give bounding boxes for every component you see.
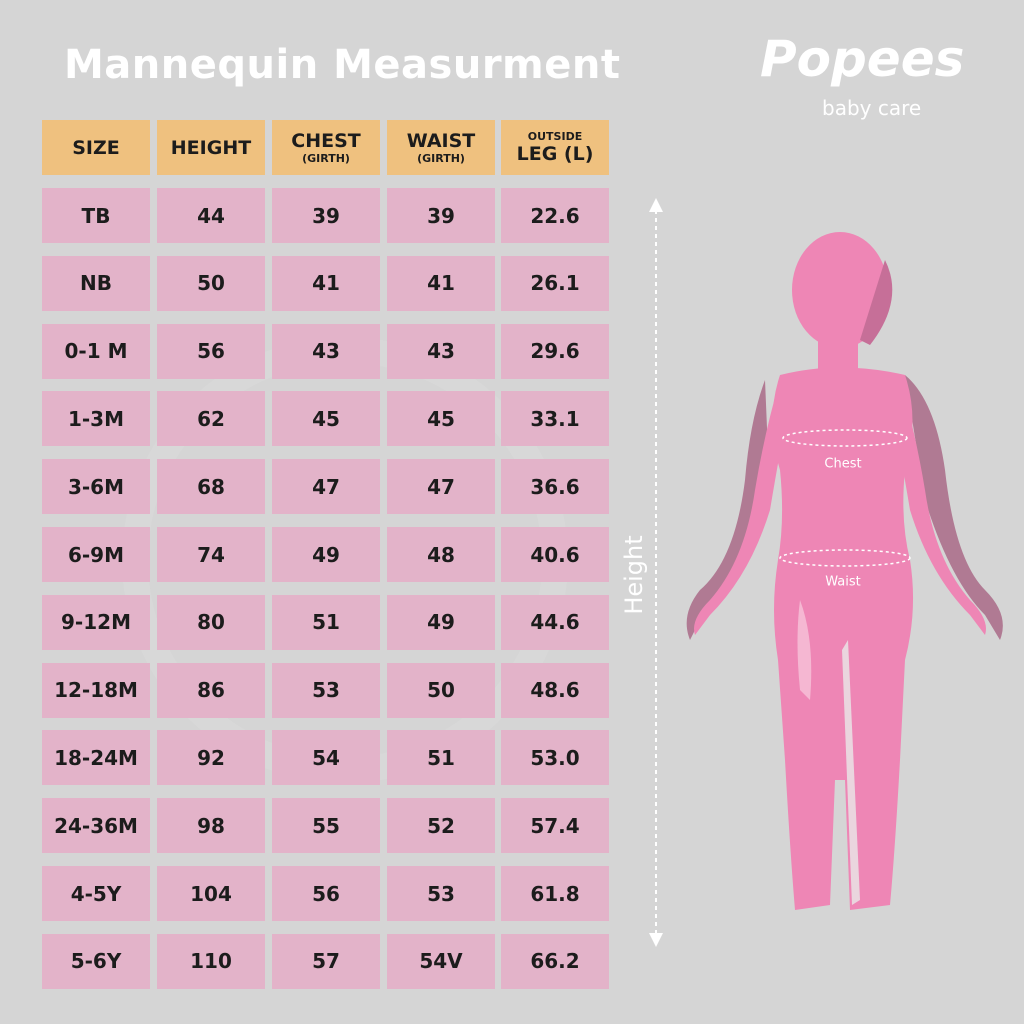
table-cell: 52 [387, 798, 495, 854]
table-cell: 86 [157, 662, 265, 718]
table-cell: 98 [157, 798, 265, 854]
header-main: CHEST [291, 130, 361, 152]
header-main: SIZE [72, 136, 120, 159]
table-cell: 50 [387, 662, 495, 718]
chest-label: Chest [824, 457, 861, 472]
table-cell: 66.2 [501, 933, 609, 989]
table-cell: 53 [272, 662, 380, 718]
table-cell: 29.6 [501, 323, 609, 379]
title: Mannequin Measurment [64, 42, 621, 88]
table-cell: 57.4 [501, 798, 609, 854]
table-cell: 54V [387, 933, 495, 989]
table-cell: 50 [157, 255, 265, 311]
table-cell: 41 [387, 255, 495, 311]
table-cell: 62 [157, 391, 265, 447]
table-cell: 0-1 M [42, 323, 150, 379]
table-cell: 44.6 [501, 594, 609, 650]
table-cell: 43 [272, 323, 380, 379]
header-cell: CHEST (GIRTH) [272, 120, 380, 175]
table-cell: 48.6 [501, 662, 609, 718]
table-cell: 5-6Y [42, 933, 150, 989]
table-cell: 6-9M [42, 527, 150, 582]
table-cell: 24-36M [42, 798, 150, 854]
table-cell: 54 [272, 730, 380, 786]
table-cell: 47 [272, 459, 380, 515]
table-cell: 44 [157, 188, 265, 243]
chest-line [782, 429, 908, 447]
table-cell: 49 [272, 527, 380, 582]
table-cell: 39 [387, 188, 495, 243]
logo-tagline: baby care [822, 96, 922, 120]
header-main: HEIGHT [170, 136, 252, 159]
table-cell: 9-12M [42, 594, 150, 650]
header-main: WAIST [406, 130, 476, 152]
header-cell: HEIGHT [157, 120, 265, 175]
waist-line [779, 549, 911, 567]
table-cell: 48 [387, 527, 495, 582]
waist-label: Waist [825, 575, 860, 590]
table-cell: 51 [387, 730, 495, 786]
mannequin [686, 232, 1003, 910]
table-cell: 18-24M [42, 730, 150, 786]
table-cell: 53 [387, 866, 495, 921]
logo-brand: Popees [760, 30, 965, 88]
header-cell: OUTSIDE LEG (L) [501, 120, 609, 175]
table-cell: 45 [387, 391, 495, 447]
height-label: Height [620, 535, 648, 614]
table-cell: 36.6 [501, 459, 609, 515]
header-cell: SIZE [42, 120, 150, 175]
table-cell: TB [42, 188, 150, 243]
table-cell: NB [42, 255, 150, 311]
header-sub: (GIRTH) [417, 152, 465, 165]
table-cell: 104 [157, 866, 265, 921]
table-cell: 110 [157, 933, 265, 989]
table-cell: 56 [272, 866, 380, 921]
table-cell: 26.1 [501, 255, 609, 311]
header-super: OUTSIDE [527, 130, 583, 143]
table-cell: 4-5Y [42, 866, 150, 921]
table-cell: 68 [157, 459, 265, 515]
table-cell: 41 [272, 255, 380, 311]
table-cell: 49 [387, 594, 495, 650]
table-cell: 33.1 [501, 391, 609, 447]
table-cell: 51 [272, 594, 380, 650]
table-cell: 53.0 [501, 730, 609, 786]
header-cell: WAIST (GIRTH) [387, 120, 495, 175]
table-cell: 47 [387, 459, 495, 515]
header-sub: (GIRTH) [302, 152, 350, 165]
table-cell: 80 [157, 594, 265, 650]
table-cell: 57 [272, 933, 380, 989]
table-cell: 40.6 [501, 527, 609, 582]
table-cell: 12-18M [42, 662, 150, 718]
table-cell: 3-6M [42, 459, 150, 515]
table-cell: 56 [157, 323, 265, 379]
table-cell: 22.6 [501, 188, 609, 243]
table-cell: 55 [272, 798, 380, 854]
table-cell: 45 [272, 391, 380, 447]
header-main: LEG (L) [516, 143, 594, 165]
table-cell: 92 [157, 730, 265, 786]
table-cell: 39 [272, 188, 380, 243]
table-cell: 61.8 [501, 866, 609, 921]
table-cell: 43 [387, 323, 495, 379]
table-cell: 74 [157, 527, 265, 582]
table-cell: 1-3M [42, 391, 150, 447]
